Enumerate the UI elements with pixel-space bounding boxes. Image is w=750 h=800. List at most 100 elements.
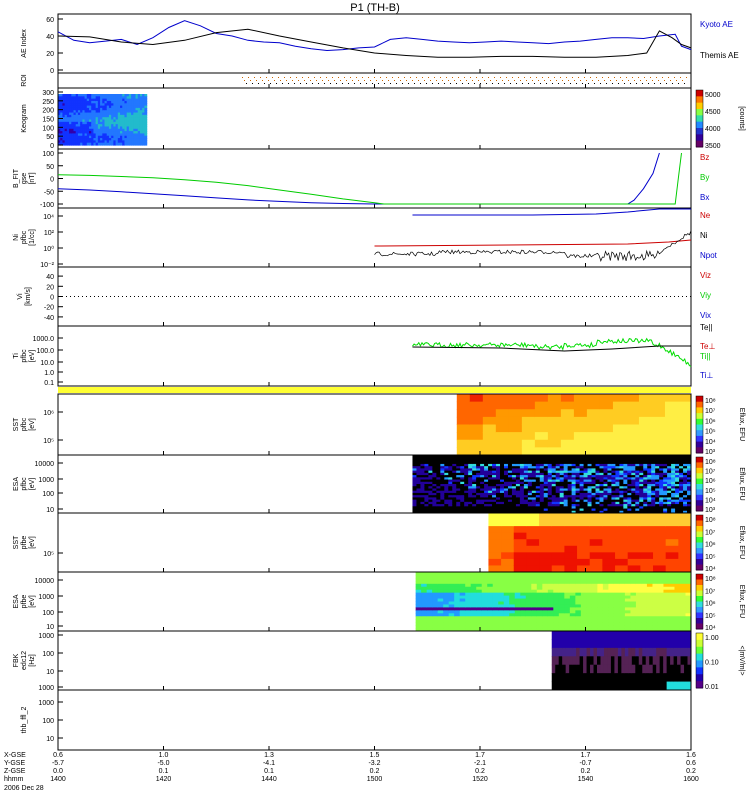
- keogram-cell: [95, 112, 99, 116]
- esa_e-cell: [547, 574, 554, 579]
- sst_e-cell: [640, 539, 654, 547]
- sst_i-cell: [599, 416, 614, 425]
- esa_i-cell: [587, 506, 593, 510]
- esa_i-cell: [555, 481, 561, 485]
- keogram-cell: [111, 107, 114, 111]
- esa_e-cell: [443, 616, 450, 620]
- esa_i-cell: [416, 501, 421, 505]
- sst_e-cell: [653, 545, 667, 553]
- esa_e-cell: [542, 601, 549, 605]
- keogram-cell: [60, 119, 64, 123]
- esa_i-cell: [647, 504, 652, 507]
- esa_e-cell: [619, 622, 626, 626]
- sst_e-cell: [640, 545, 654, 553]
- esa_i-cell: [503, 472, 509, 476]
- esa_e-cell: [679, 580, 686, 585]
- sst_e-cell: [589, 513, 603, 521]
- fbk-cell: [670, 673, 675, 683]
- keogram-cell: [73, 103, 77, 107]
- esa_e-cell: [674, 601, 681, 605]
- esa_e-cell: [608, 583, 615, 588]
- esa_e-cell: [685, 598, 692, 602]
- esa_i-cell: [607, 492, 612, 496]
- esa_i-cell: [611, 508, 616, 512]
- esa_e-cell: [454, 592, 461, 597]
- sst_e-cell: [678, 532, 692, 540]
- fbk-cell: [600, 631, 605, 640]
- esa_i-cell: [679, 508, 684, 512]
- esa_e-cell: [514, 595, 521, 600]
- esa_i-cell: [663, 477, 668, 481]
- fbk-colorbar-tick: 0.10: [705, 660, 719, 667]
- esa_e-cell: [657, 586, 664, 591]
- esa_i-cell: [432, 499, 437, 503]
- esa_i-cell: [420, 490, 425, 494]
- esa_e-cell: [426, 610, 433, 614]
- esa_i-cell: [503, 504, 509, 507]
- esa_i-cell: [531, 486, 537, 489]
- esa_e-cell: [630, 610, 637, 614]
- esa_i-cell: [587, 468, 593, 472]
- esa_i-cell: [563, 468, 569, 472]
- esa_e-cell: [514, 628, 521, 632]
- esa_e-cell: [437, 625, 444, 629]
- roi-marker: [296, 77, 297, 78]
- esa_i-cell: [663, 486, 668, 489]
- keogram-cell: [106, 131, 110, 135]
- esa_i-cell: [619, 508, 624, 512]
- keogram-cell: [128, 98, 132, 102]
- esa_e-cell: [470, 574, 477, 579]
- keogram-cell: [122, 128, 126, 132]
- esa_e-cell: [454, 619, 461, 623]
- sst_i-cell: [638, 432, 653, 441]
- keogram-cell: [102, 131, 106, 135]
- esa_e-cell: [586, 583, 593, 588]
- roi-marker: [310, 80, 311, 81]
- esa_e-cell: [635, 574, 642, 579]
- fbk-cell: [684, 647, 689, 657]
- keogram-cell: [69, 103, 72, 107]
- esa_e-cell: [476, 613, 483, 617]
- esa_i-cell: [635, 501, 640, 505]
- sst_i-cell: [495, 394, 510, 403]
- keogram-cell: [142, 100, 146, 104]
- esa_i-cell: [531, 501, 537, 505]
- density-legend-2: Npot: [700, 251, 718, 260]
- esa_i-cell: [468, 470, 473, 474]
- sst_e-cell: [602, 565, 616, 573]
- esa_i-cell: [448, 470, 453, 474]
- esa_e-cell: [619, 604, 626, 608]
- esa_e-cell: [465, 577, 472, 582]
- esa_e-cell: [657, 613, 664, 617]
- esa_e-cell: [426, 613, 433, 617]
- esa_i-cell: [456, 475, 461, 478]
- esa_e-cell: [531, 625, 538, 629]
- esa_e-cell: [663, 622, 670, 626]
- esa_i-cell: [631, 504, 636, 507]
- sst_e-cell: [640, 519, 654, 527]
- esa_i-cell: [420, 463, 425, 467]
- sst_e-colorbar-cell: [696, 520, 703, 527]
- esa_i-cell: [507, 486, 513, 489]
- roi-marker: [502, 80, 503, 81]
- esa_e-cell: [443, 572, 450, 576]
- esa_i-cell: [511, 497, 517, 501]
- keogram-cell: [82, 131, 86, 135]
- esa_e-cell: [525, 622, 532, 626]
- esa_e-cell: [657, 604, 664, 608]
- keogram-cell: [102, 96, 106, 100]
- roi-marker: [392, 77, 393, 78]
- esa_i-cell: [687, 484, 692, 487]
- roi-marker: [568, 80, 569, 81]
- esa_e-cell: [459, 619, 466, 623]
- esa_e-cell: [613, 610, 620, 614]
- esa_i-cell: [619, 468, 624, 472]
- keogram-cell: [139, 133, 143, 137]
- esa_i-cell: [615, 470, 620, 474]
- esa_i-cell: [503, 477, 509, 481]
- esa_e-cell: [415, 583, 422, 588]
- keogram-cell: [86, 138, 90, 141]
- esa_e-cell: [619, 607, 626, 611]
- esa_i-cell: [667, 501, 672, 505]
- esa_i-cell: [627, 477, 632, 481]
